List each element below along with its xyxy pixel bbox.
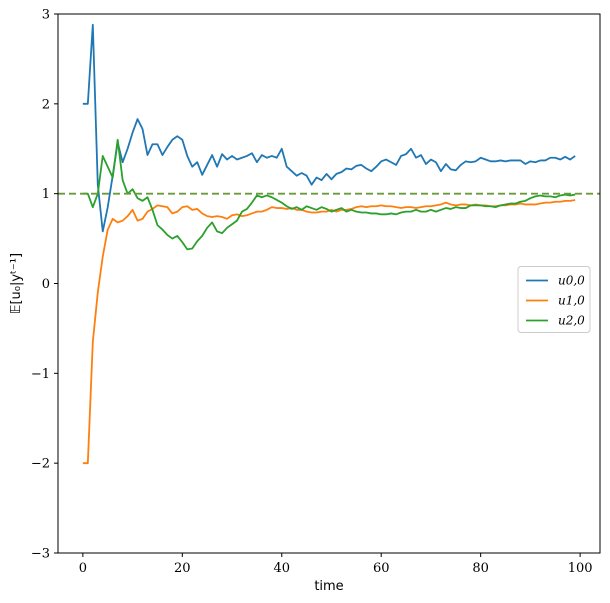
y-axis-ticks: −3 −2 −1 0 1 2 3 [31, 8, 58, 562]
x-tick-label: 60 [373, 561, 390, 576]
x-axis-label: time [314, 579, 343, 594]
x-tick-label: 100 [568, 561, 593, 576]
y-tick-label: −1 [31, 367, 50, 382]
plot-lines [82, 23, 576, 465]
x-axis-ticks: 0 20 40 60 80 100 [79, 553, 593, 576]
x-tick-label: 80 [472, 561, 489, 576]
x-tick-label: 40 [273, 561, 290, 576]
series-line-2 [82, 138, 576, 251]
series-line-0 [82, 23, 576, 233]
legend-label-1: u1,0 [558, 294, 585, 308]
y-tick-label: −3 [31, 547, 50, 562]
x-tick-label: 20 [174, 561, 191, 576]
x-tick-label: 0 [79, 561, 87, 576]
legend-box [517, 266, 591, 333]
legend: u0,0 u1,0 u2,0 [517, 266, 591, 333]
y-tick-label: −2 [31, 457, 50, 472]
y-tick-label: 3 [42, 8, 50, 23]
y-axis-label: 𝔼[u₀|yᵗ⁻¹] [9, 253, 24, 314]
y-tick-label: 2 [42, 97, 50, 112]
legend-label-2: u2,0 [558, 314, 585, 328]
y-tick-label: 0 [42, 277, 50, 292]
y-tick-label: 1 [42, 187, 50, 202]
legend-label-0: u0,0 [558, 274, 585, 288]
